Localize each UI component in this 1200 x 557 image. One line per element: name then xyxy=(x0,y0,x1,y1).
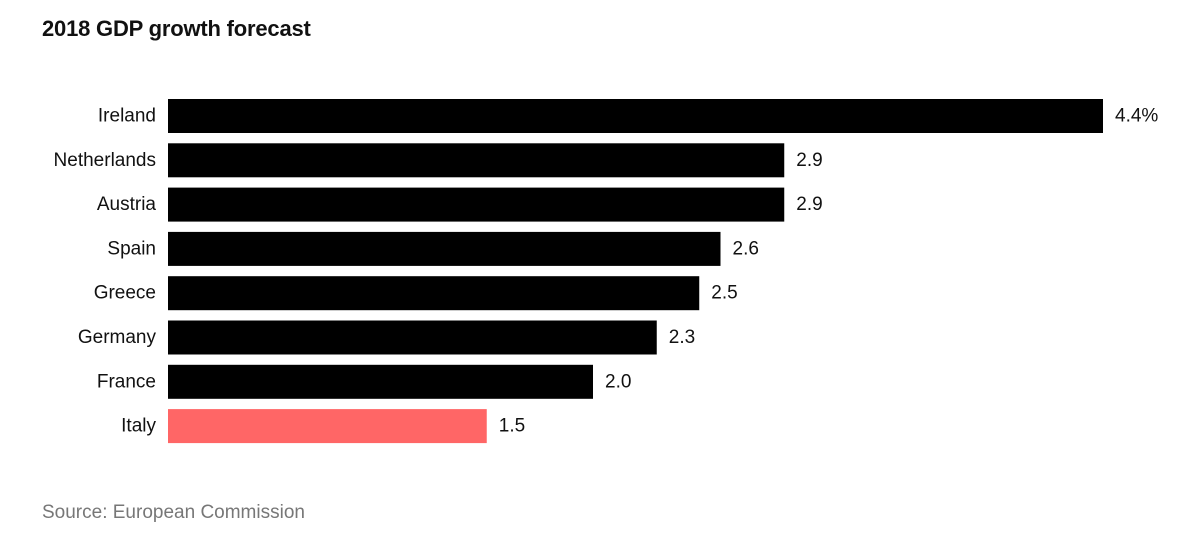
category-label-netherlands: Netherlands xyxy=(54,150,156,171)
bar-france xyxy=(168,364,593,399)
category-label-italy: Italy xyxy=(121,416,156,437)
category-label-spain: Spain xyxy=(107,238,156,259)
chart-title: 2018 GDP growth forecast xyxy=(42,16,311,41)
category-label-france: France xyxy=(97,371,156,392)
bar-italy xyxy=(168,409,487,444)
bar-greece xyxy=(168,276,700,311)
value-label-greece: 2.5 xyxy=(711,283,737,304)
value-label-germany: 2.3 xyxy=(669,327,695,348)
chart-source: Source: European Commission xyxy=(42,502,305,523)
bar-ireland xyxy=(168,99,1103,133)
bar-germany xyxy=(168,320,657,355)
value-label-france: 2.0 xyxy=(605,371,631,392)
category-label-germany: Germany xyxy=(78,327,157,348)
value-label-spain: 2.6 xyxy=(733,238,759,259)
category-label-austria: Austria xyxy=(97,194,157,215)
category-label-ireland: Ireland xyxy=(98,106,156,127)
bar-spain xyxy=(168,231,721,266)
category-label-greece: Greece xyxy=(94,283,156,304)
value-label-italy: 1.5 xyxy=(499,416,525,437)
value-label-austria: 2.9 xyxy=(796,194,822,215)
value-label-ireland: 4.4% xyxy=(1115,106,1158,127)
bar-netherlands xyxy=(168,143,785,178)
value-label-netherlands: 2.9 xyxy=(796,150,822,171)
bar-austria xyxy=(168,187,785,222)
